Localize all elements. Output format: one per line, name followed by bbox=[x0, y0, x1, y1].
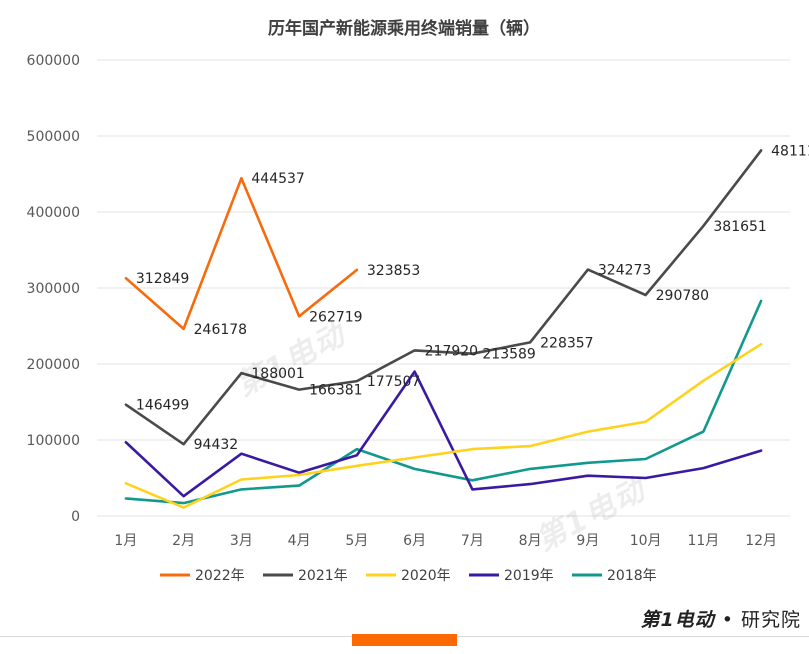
y-tick-label: 100000 bbox=[27, 433, 80, 449]
brand-separator: • bbox=[721, 609, 734, 631]
x-tick-label: 5月 bbox=[345, 533, 368, 549]
series-line bbox=[124, 149, 763, 446]
x-tick-label: 7月 bbox=[461, 533, 484, 549]
legend-label: 2021年 bbox=[298, 568, 348, 584]
data-label: 290780 bbox=[656, 288, 709, 304]
y-tick-label: 400000 bbox=[27, 205, 80, 221]
x-tick-label: 11月 bbox=[687, 533, 719, 549]
legend-label: 2018年 bbox=[607, 568, 657, 584]
x-tick-label: 3月 bbox=[230, 533, 253, 549]
series-line bbox=[124, 176, 359, 331]
data-label: 188001 bbox=[251, 366, 304, 382]
legend-label: 2019年 bbox=[504, 568, 554, 584]
data-label: 217920 bbox=[425, 343, 478, 359]
legend-label: 2020年 bbox=[401, 568, 451, 584]
y-tick-label: 200000 bbox=[27, 357, 80, 373]
data-label: 177507 bbox=[367, 374, 420, 390]
series-line bbox=[124, 299, 763, 505]
x-tick-label: 12月 bbox=[745, 533, 777, 549]
data-label: 146499 bbox=[136, 398, 189, 414]
data-label: 246178 bbox=[194, 322, 247, 338]
data-label: 481117 bbox=[771, 143, 809, 159]
data-label: 324273 bbox=[598, 263, 651, 279]
data-label: 228357 bbox=[540, 335, 593, 351]
brand-suffix: 研究院 bbox=[740, 609, 801, 631]
data-label: 213589 bbox=[482, 347, 535, 363]
data-label: 444537 bbox=[251, 171, 304, 187]
legend-label: 2022年 bbox=[195, 568, 245, 584]
x-tick-label: 9月 bbox=[576, 533, 599, 549]
data-label: 94432 bbox=[194, 437, 239, 453]
x-tick-label: 6月 bbox=[403, 533, 426, 549]
footer-accent-bar bbox=[352, 634, 457, 646]
y-tick-label: 600000 bbox=[27, 53, 80, 69]
y-tick-label: 500000 bbox=[27, 129, 80, 145]
chart-title: 历年国产新能源乘用终端销量（辆） bbox=[268, 18, 540, 39]
data-label: 262719 bbox=[309, 309, 362, 325]
x-tick-label: 1月 bbox=[114, 533, 137, 549]
brand-footer: 第1电动 • 研究院 bbox=[640, 605, 801, 632]
y-tick-label: 300000 bbox=[27, 281, 80, 297]
brand-logo: 第1电动 bbox=[640, 609, 715, 631]
data-label: 166381 bbox=[309, 383, 362, 399]
data-label: 312849 bbox=[136, 271, 189, 287]
x-tick-label: 2月 bbox=[172, 533, 195, 549]
y-tick-label: 0 bbox=[71, 509, 80, 525]
series-line bbox=[124, 370, 763, 498]
data-label: 381651 bbox=[713, 219, 766, 235]
series-line bbox=[124, 342, 763, 509]
data-label: 323853 bbox=[367, 263, 420, 279]
x-tick-label: 8月 bbox=[519, 533, 542, 549]
x-tick-label: 4月 bbox=[288, 533, 311, 549]
x-tick-label: 10月 bbox=[630, 533, 662, 549]
